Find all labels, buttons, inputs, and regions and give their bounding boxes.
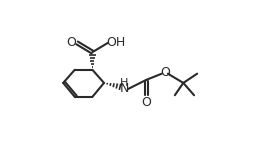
Text: O: O xyxy=(141,96,151,109)
Text: O: O xyxy=(67,36,77,49)
Text: O: O xyxy=(161,66,170,79)
Text: H: H xyxy=(120,78,128,88)
Text: OH: OH xyxy=(106,36,125,49)
Text: N: N xyxy=(119,82,129,95)
